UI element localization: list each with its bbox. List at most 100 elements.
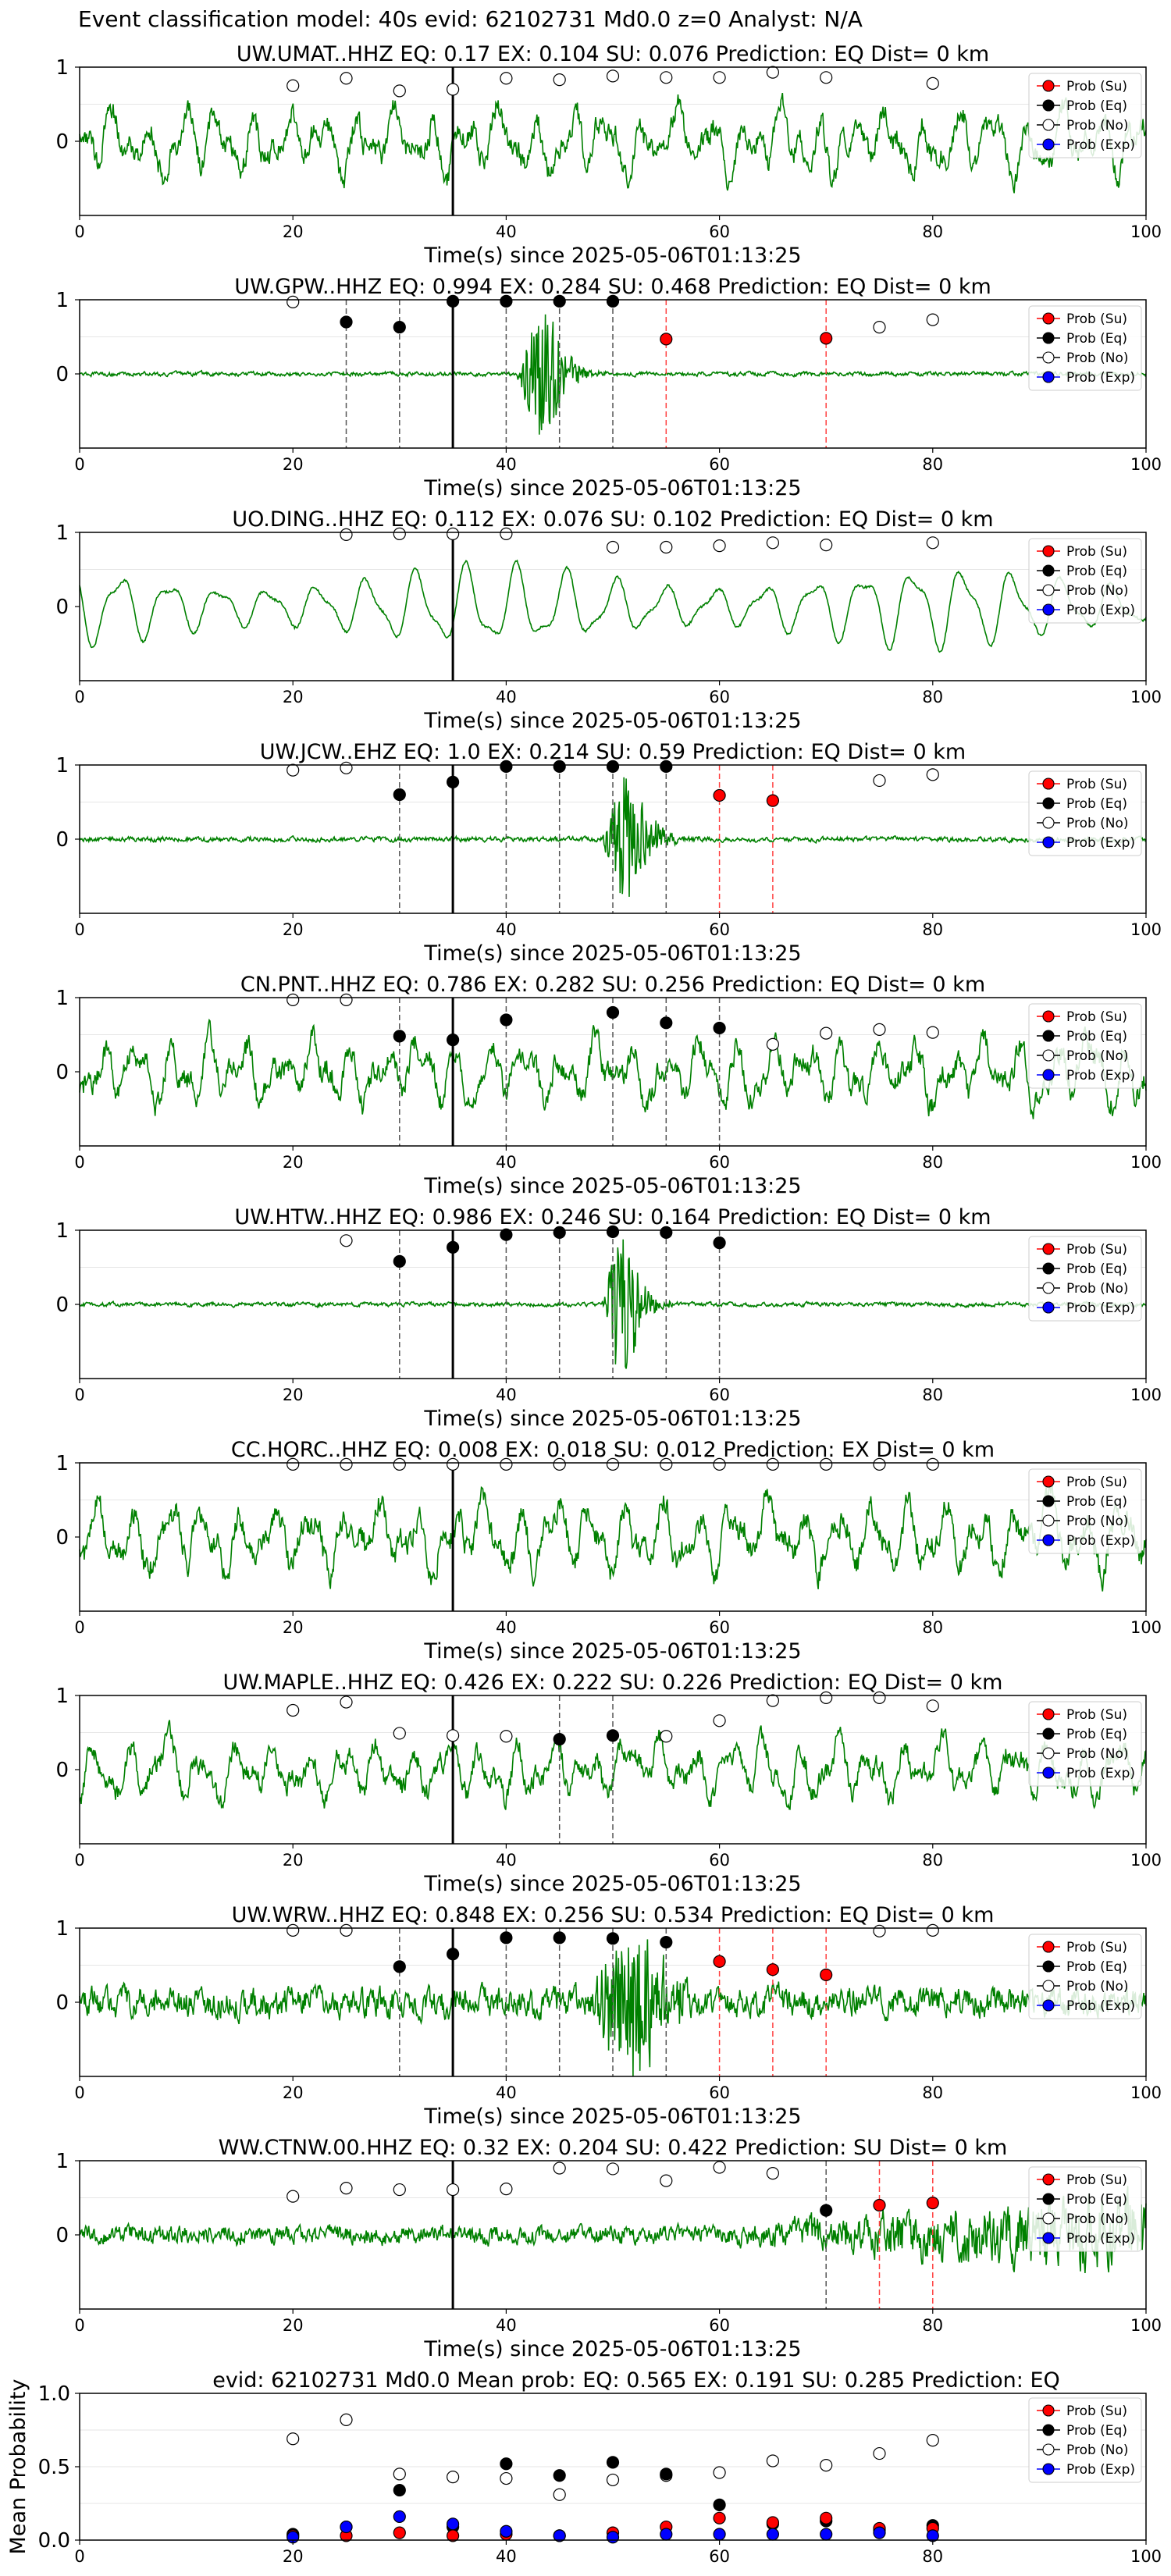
- x-axis-label: Time(s) since 2025-05-06T01:13:25: [423, 1639, 801, 1663]
- legend-marker-su: [1042, 1243, 1055, 1255]
- x-tick-label: 20: [283, 1851, 304, 1870]
- prob-point-eq: [606, 760, 620, 774]
- prob-point-no: [287, 993, 300, 1006]
- mean-point-eq: [606, 2456, 620, 2469]
- mean-point-exp: [713, 2528, 726, 2541]
- legend-marker-eq: [1042, 2193, 1055, 2205]
- legend-label: Prob (Exp): [1066, 137, 1135, 153]
- mean-point-no: [553, 2488, 566, 2501]
- prob-point-no: [926, 1457, 939, 1471]
- prob-point-eq: [553, 294, 566, 308]
- prob-point-no: [766, 1694, 780, 1707]
- x-tick-label: 0: [74, 2083, 84, 2102]
- legend-marker-exp: [1042, 1069, 1055, 1081]
- prob-point-no: [713, 539, 726, 553]
- legend-label: Prob (Eq): [1066, 1261, 1127, 1277]
- legend-marker-su: [1042, 2173, 1055, 2186]
- y-tick-label: 0: [55, 1526, 69, 1550]
- prob-point-eq: [340, 315, 353, 329]
- prob-point-no: [340, 761, 353, 774]
- prob-point-no: [873, 1924, 886, 1937]
- mean-point-no: [500, 2471, 513, 2485]
- legend-label: Prob (Exp): [1066, 2231, 1135, 2247]
- x-tick-label: 80: [922, 920, 943, 939]
- prob-point-no: [820, 1691, 833, 1704]
- prob-point-eq: [660, 1935, 673, 1949]
- prob-point-eq: [660, 1016, 673, 1030]
- legend-marker-no: [1042, 1747, 1055, 1759]
- prob-point-eq: [713, 1236, 726, 1250]
- prob-point-no: [500, 72, 513, 85]
- legend-label: Prob (Su): [1066, 1707, 1127, 1723]
- y-tick-label: 0: [55, 1293, 69, 1317]
- prob-point-no: [446, 527, 460, 541]
- x-tick-label: 20: [283, 2316, 304, 2335]
- y-tick-label: 1: [55, 1917, 69, 1941]
- legend-marker-eq: [1042, 1262, 1055, 1275]
- panel-title: UW.WRW..HHZ EQ: 0.848 EX: 0.256 SU: 0.53…: [232, 1903, 995, 1927]
- x-tick-label: 60: [709, 1618, 730, 1637]
- legend-box: [1028, 1236, 1142, 1322]
- legend-marker-no: [1042, 584, 1055, 596]
- prob-point-su: [873, 2198, 886, 2212]
- x-tick-label: 40: [496, 1386, 517, 1404]
- prob-point-no: [820, 1026, 833, 1040]
- prob-point-su: [820, 1968, 833, 1981]
- legend-marker-no: [1042, 817, 1055, 829]
- mean-point-exp: [820, 2528, 833, 2541]
- plot-frame: [79, 1462, 1147, 1612]
- x-axis-label: Time(s) since 2025-05-06T01:13:25: [423, 941, 801, 966]
- legend-box: [1028, 2397, 1142, 2483]
- legend-box: [1028, 770, 1142, 856]
- prob-point-eq: [393, 788, 406, 802]
- legend: Prob (Su) Prob (Eq) Prob (No) Prob (Exp): [1028, 770, 1142, 856]
- x-tick-label: 100: [1130, 1386, 1162, 1404]
- legend-box: [1028, 305, 1142, 391]
- legend: Prob (Su) Prob (Eq) Prob (No) Prob (Exp): [1028, 2166, 1142, 2252]
- mean-point-no: [287, 2432, 300, 2446]
- x-tick-label: 100: [1130, 222, 1162, 241]
- prob-point-no: [500, 1730, 513, 1743]
- mean-point-exp: [340, 2520, 353, 2534]
- prob-point-no: [606, 69, 620, 83]
- mean-point-su: [820, 2511, 833, 2524]
- x-tick-label: 80: [922, 2547, 943, 2566]
- x-axis-label: Time(s) since 2025-05-06T01:13:25: [423, 2337, 801, 2361]
- mean-point-exp: [873, 2526, 886, 2539]
- prob-point-no: [287, 1923, 300, 1937]
- mean-point-eq: [713, 2498, 726, 2511]
- prob-point-no: [553, 73, 566, 87]
- prob-point-eq: [606, 1225, 620, 1239]
- x-tick-label: 80: [922, 688, 943, 706]
- legend-marker-eq: [1042, 2424, 1055, 2436]
- legend-marker-exp: [1042, 836, 1055, 849]
- y-tick-label: 0.0: [38, 2529, 70, 2553]
- prob-point-no: [287, 2190, 300, 2203]
- x-tick-label: 100: [1130, 688, 1162, 706]
- panel-title: UW.MAPLE..HHZ EQ: 0.426 EX: 0.222 SU: 0.…: [223, 1670, 1003, 1695]
- waveform-trace: [79, 1239, 1147, 1369]
- legend-label: Prob (Eq): [1066, 1029, 1127, 1044]
- legend-marker-no: [1042, 1049, 1055, 1062]
- legend-label: Prob (Su): [1066, 2172, 1127, 2188]
- x-tick-label: 80: [922, 1851, 943, 1870]
- x-tick-label: 100: [1130, 1618, 1162, 1637]
- legend-label: Prob (Su): [1066, 1242, 1127, 1258]
- x-axis-label: Time(s) since 2025-05-06T01:13:25: [423, 1407, 801, 1431]
- y-tick-label: 1: [55, 56, 69, 80]
- x-axis-label: Time(s) since 2025-05-06T01:13:25: [423, 1872, 801, 1896]
- x-tick-label: 100: [1130, 2083, 1162, 2102]
- x-tick-label: 80: [922, 2083, 943, 2102]
- prob-point-no: [340, 528, 353, 541]
- legend-box: [1028, 1701, 1142, 1787]
- legend-marker-exp: [1042, 1767, 1055, 1779]
- prob-point-eq: [660, 1226, 673, 1239]
- legend-label: Prob (Eq): [1066, 564, 1127, 579]
- mean-point-eq: [553, 2469, 566, 2482]
- prob-point-no: [287, 79, 300, 92]
- prob-point-no: [660, 1457, 673, 1471]
- prob-point-no: [873, 1691, 886, 1704]
- legend-marker-exp: [1042, 1999, 1055, 2012]
- prob-point-eq: [446, 775, 460, 788]
- legend: Prob (Su) Prob (Eq) Prob (No) Prob (Exp): [1028, 73, 1142, 158]
